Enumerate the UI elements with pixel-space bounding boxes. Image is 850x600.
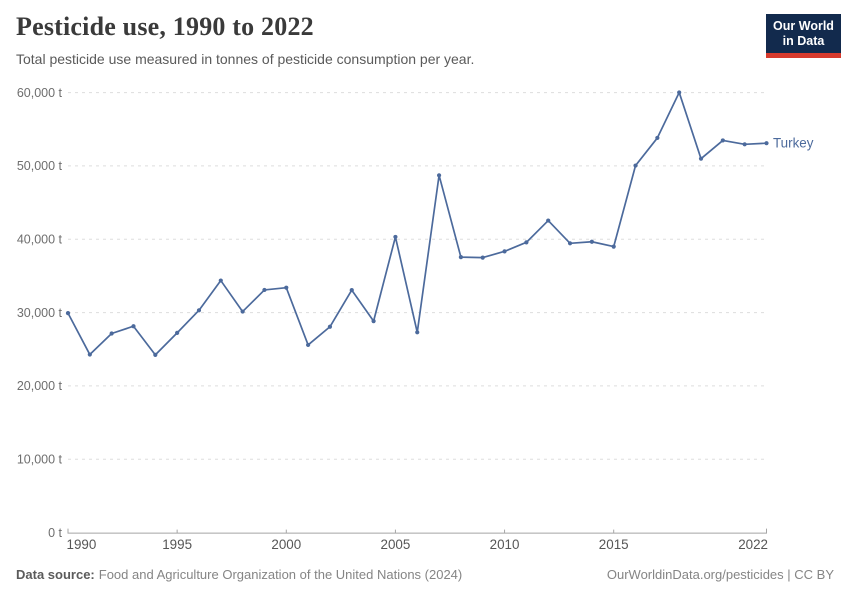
data-point-2010[interactable] [502,249,507,254]
chart-title: Pesticide use, 1990 to 2022 [16,12,314,41]
data-point-2019[interactable] [698,156,704,161]
data-point-2001[interactable] [306,342,311,348]
data-point-2007[interactable] [436,173,442,178]
data-point-2011[interactable] [524,240,529,245]
data-point-2005[interactable] [393,234,398,240]
x-axis-tick-label: 2022 [738,537,768,552]
data-point-1990[interactable] [65,311,71,316]
data-point-1995[interactable] [175,330,180,335]
y-axis-tick-label: 10,000 t [17,453,63,467]
data-point-2006[interactable] [415,330,420,335]
chart-subtitle: Total pesticide use measured in tonnes o… [16,51,475,67]
x-axis-line [67,528,767,534]
data-point-2003[interactable] [349,287,354,293]
x-axis-tick-label: 1995 [162,537,192,552]
data-point-2017[interactable] [655,135,660,141]
x-axis-tick-label: 2005 [381,537,411,552]
series-line-turkey [67,91,768,356]
series-label-turkey[interactable]: Turkey [773,136,814,151]
data-point-2002[interactable] [327,324,333,329]
data-point-1997[interactable] [218,278,223,283]
data-point-1994[interactable] [153,352,158,357]
data-point-1993[interactable] [131,324,136,329]
data-point-2018[interactable] [677,90,682,95]
data-point-2020[interactable] [720,138,725,143]
data-point-2008[interactable] [458,255,464,260]
x-axis-tick-label: 2000 [271,537,301,552]
y-axis-tick-label: 60,000 t [17,86,63,100]
y-axis-tick-label: 40,000 t [17,233,63,247]
credit-link[interactable]: OurWorldinData.org/pesticides | CC BY [606,567,834,582]
y-axis-tick-label: 0 t [48,526,62,540]
data-point-2016[interactable] [633,163,638,168]
data-point-2009[interactable] [480,255,485,260]
data-point-1998[interactable] [240,309,245,314]
data-point-2012[interactable] [546,218,551,223]
owid-logo[interactable]: Our World in Data [766,14,841,58]
data-point-2015[interactable] [611,244,616,249]
y-axis-tick-label: 50,000 t [17,159,63,173]
data-point-1991[interactable] [87,352,92,357]
y-axis-tick-label: 30,000 t [17,306,63,320]
data-source-line: Data source: Food and Agriculture Organiz… [16,567,462,582]
logo-text-line2: in Data [782,34,825,48]
data-source-text[interactable]: Food and Agriculture Organization of the… [98,567,463,582]
data-point-1999[interactable] [262,287,267,293]
data-point-1996[interactable] [196,308,202,313]
logo-text-line1: Our World [773,19,834,33]
data-point-2000[interactable] [284,285,289,290]
data-source-label: Data source: [16,567,95,582]
data-point-2013[interactable] [567,241,573,246]
data-point-2022[interactable] [764,141,769,146]
y-axis-tick-label: 20,000 t [17,379,63,393]
x-axis-tick-label: 2010 [490,537,520,552]
x-axis-tick-label: 1990 [67,537,97,552]
data-point-2014[interactable] [589,239,594,244]
data-point-2004[interactable] [371,319,376,324]
data-point-2021[interactable] [742,142,747,147]
data-point-1992[interactable] [109,331,114,336]
x-axis-tick-label: 2015 [599,537,629,552]
